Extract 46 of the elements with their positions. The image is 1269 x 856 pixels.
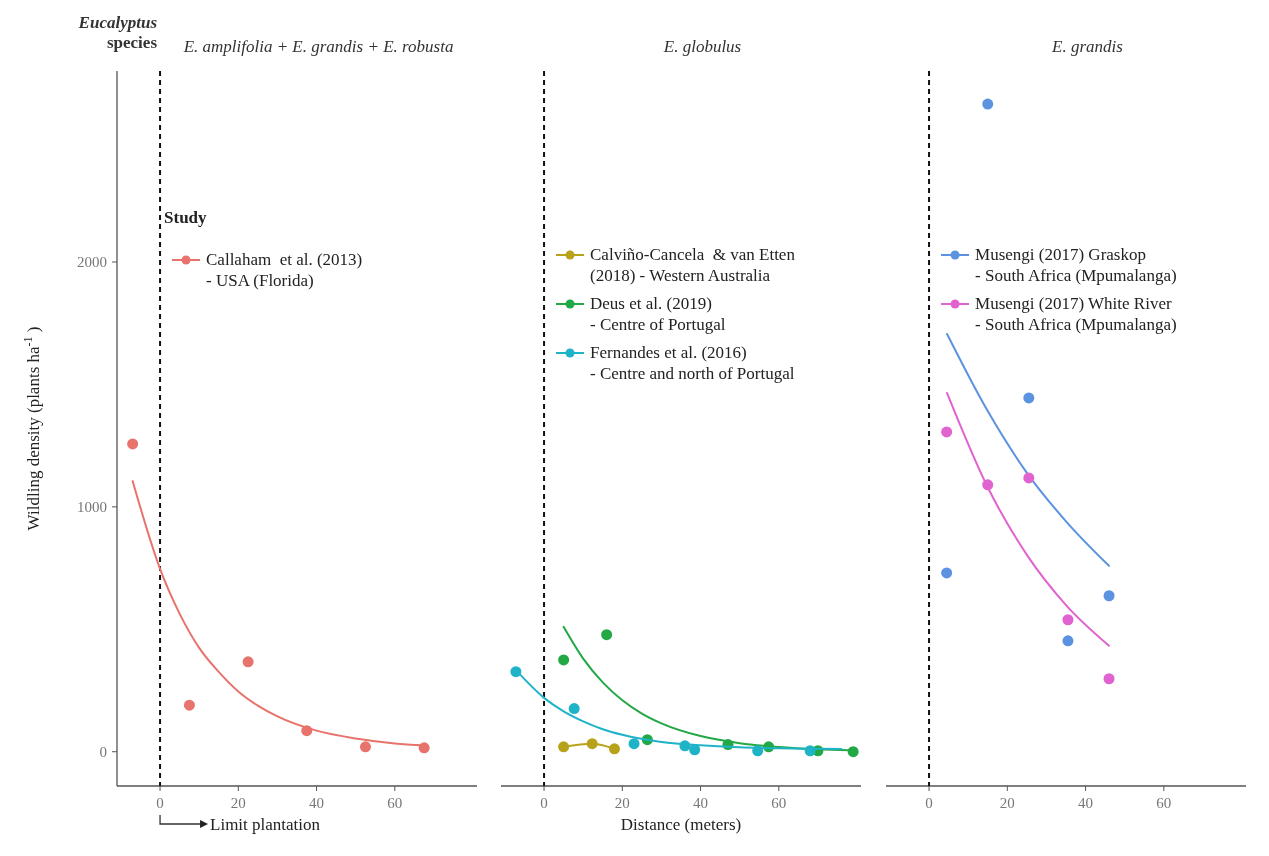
legend-label: Musengi (2017) White River - South Africa (Mpumalanga) [975,294,1177,334]
x-axis-title: Distance (meters) [620,815,742,834]
text: Eucalyptus species [77,13,158,52]
point [183,699,195,711]
y-tick-label: 0 [99,743,107,760]
x-tick-label: 60 [1156,795,1172,811]
legend-label: Callaham et al. (2013) - USA (Florida) [206,250,363,290]
point [1103,673,1115,685]
x-tick-label: 20 [230,795,246,811]
x-tick-label: 40 [693,795,709,811]
x-tick-label: 60 [771,795,787,811]
point [127,438,139,450]
point [1103,590,1115,602]
point [1023,392,1035,404]
legend-title: Study [164,208,208,227]
point [982,98,994,110]
x-tick-label: 0 [156,795,164,811]
legend-label: Fernandes et al. (2016) - Centre and north of Portugal [590,343,795,383]
x-tick-label: 0 [540,795,548,811]
y-tick-label: 2000 [77,253,107,270]
point [941,426,953,438]
x-tick-label: 0 [925,795,933,811]
chart-title: E. globulus [662,37,742,56]
point [359,741,371,753]
point [558,654,570,666]
chart-title: E. amplifolia + E. grandis + E. robusta [182,37,454,56]
x-tick-label: 20 [614,795,630,811]
legend-label: Deus et al. (2019) - Centre of Portugal [590,294,726,334]
point [242,656,254,668]
legend-label: Calviño-Cancela & van Etten (2018) - Western Australia [590,245,796,285]
point [568,703,580,715]
point [1062,635,1074,647]
legend-label: Musengi (2017) Graskop - South Africa (Mpumalanga) [975,245,1177,285]
point [601,629,613,641]
x-tick-label: 20 [999,795,1015,811]
y-tick-label: 1000 [77,498,107,515]
chart-title: E. grandis [1051,37,1124,56]
point [1023,472,1035,484]
x-tick-label: 60 [387,795,403,811]
point [628,738,640,750]
point [941,567,953,579]
x-tick-label: 40 [1078,795,1094,811]
point [1062,614,1074,626]
text: Limit plantation [210,815,321,834]
point [847,746,859,758]
x-tick-label: 40 [309,795,325,811]
